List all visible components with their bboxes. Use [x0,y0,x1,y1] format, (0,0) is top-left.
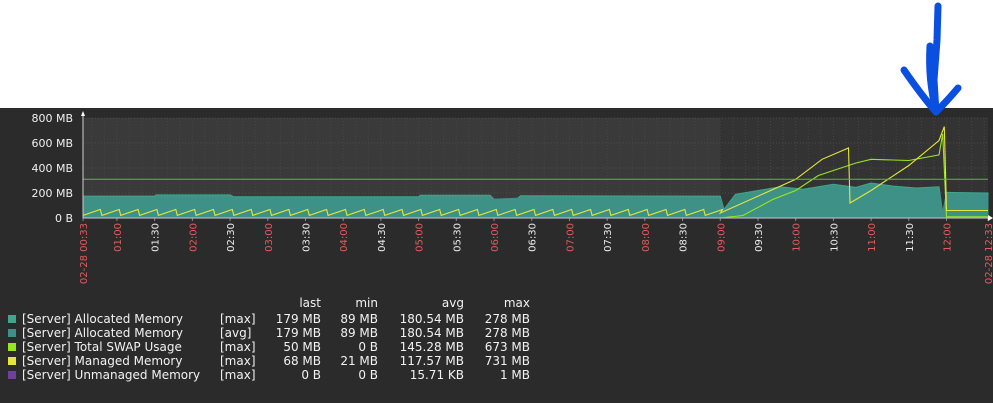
legend-swatch [8,329,16,337]
x-tick-label: 02:00 [188,223,199,252]
legend-avg: 180.54 MB [399,312,464,326]
series-line-3 [82,126,988,217]
x-tick-label: 08:00 [641,223,652,252]
x-axis-arrow [988,215,993,221]
x-tick-label: 03:00 [264,223,275,252]
legend-min: 89 MB [340,326,378,340]
legend-max: 278 MB [484,312,530,326]
y-axis-arrow [81,111,85,116]
legend-avg: 180.54 MB [399,326,464,340]
legend-min: 21 MB [340,354,378,368]
x-tick-label: 06:30 [528,223,539,252]
legend-min: 0 B [358,368,378,382]
series-area-1 [82,187,989,219]
memory-chart: 0 B 200 MB 400 MB 600 MB 800 MB 02-28 00:33 01… [31,111,993,284]
legend-header-min: min [355,296,378,310]
series-line-2 [83,133,988,219]
legend-last: 179 MB [275,326,321,340]
x-tick-label: 01:30 [151,223,162,252]
y-tick-label: 0 B [55,212,73,225]
x-tick-label: 11:30 [905,223,916,252]
y-tick-label: 800 MB [31,112,73,125]
x-tick-label: 03:30 [301,223,312,252]
annotation-arrow-shaft [930,2,942,116]
x-tick-label: 05:00 [415,223,426,252]
y-tick-label: 600 MB [31,137,73,150]
legend-avg: 117.57 MB [399,354,464,368]
x-tick-label: 12:00 [943,223,954,252]
x-tick-label: 04:30 [377,223,388,252]
legend-function: [max] [220,354,256,368]
legend-function: [max] [220,368,256,382]
x-tick-label: 02-28 00:33 [79,223,90,284]
legend-swatch [8,315,16,323]
legend-swatch [8,357,16,365]
x-tick-label: 09:30 [754,223,765,252]
legend-max: 731 MB [484,354,530,368]
legend-max: 278 MB [484,326,530,340]
x-tick-label: 09:00 [716,223,727,252]
x-tick-label: 05:30 [452,223,463,252]
legend-name: [Server] Total SWAP Usage [22,340,182,354]
annotation-arrow-shaft-2 [926,42,940,114]
legend-function: [avg] [220,326,252,340]
x-tick-label: 11:00 [867,223,878,252]
legend-name: [Server] Allocated Memory [22,326,184,340]
legend-avg: 145.28 MB [399,340,464,354]
x-tick-label: 06:00 [490,223,501,252]
legend-swatch [8,343,16,351]
x-tick-label: 07:30 [603,223,614,252]
x-tick-label: 04:00 [339,223,350,252]
y-tick-label: 400 MB [31,162,73,175]
legend-max: 673 MB [484,340,530,354]
x-tick-label: 07:00 [565,223,576,252]
legend-function: [max] [220,312,256,326]
legend-last: 68 MB [283,354,321,368]
legend-header-last: last [299,296,321,310]
x-tick-label: 01:00 [113,223,124,252]
legend-swatch [8,371,16,379]
legend-name: [Server] Unmanaged Memory [22,368,201,382]
legend-max: 1 MB [499,368,530,382]
legend-name: [Server] Managed Memory [22,354,183,368]
legend-last: 0 B [301,368,321,382]
legend-name: [Server] Allocated Memory [22,312,184,326]
x-tick-label: 02-28 12:33 [984,223,993,284]
x-tick-label: 08:30 [679,223,690,252]
annotation-arrow-head [900,66,962,116]
legend-min: 0 B [358,340,378,354]
legend-header-max: max [503,296,530,310]
legend-last: 50 MB [283,340,321,354]
legend-header-avg: avg [441,296,464,310]
legend-last: 179 MB [275,312,321,326]
x-tick-label: 02:30 [226,223,237,252]
legend-function: [max] [220,340,256,354]
legend-avg: 15.71 KB [409,368,464,382]
x-tick-label: 10:30 [829,223,840,252]
legend-min: 89 MB [340,312,378,326]
x-tick-label: 10:00 [792,223,803,252]
graph-panel: 0 B 200 MB 400 MB 600 MB 800 MB 02-28 00:33 01… [0,108,993,403]
y-tick-label: 200 MB [31,187,73,200]
